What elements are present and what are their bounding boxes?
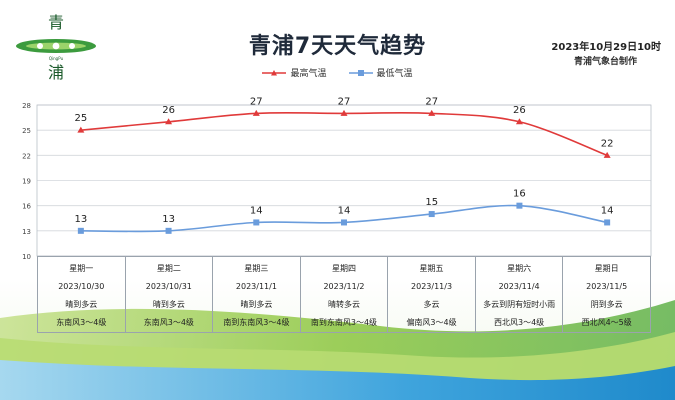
logo-small-text: QingPu [49, 56, 64, 61]
day-date: 2023/10/31 [145, 282, 192, 291]
day-weekday: 星期四 [331, 264, 356, 273]
low-temp-label: 14 [338, 205, 351, 216]
legend-low-label: 最低气温 [376, 69, 413, 79]
low-temp-label: 16 [513, 189, 526, 200]
legend-high-label: 最高气温 [290, 69, 327, 79]
low-temp-point [341, 219, 347, 226]
y-tick-label: 19 [22, 178, 31, 186]
day-date: 2023/11/5 [586, 282, 628, 291]
day-weather: 阴到多云 [590, 300, 623, 309]
day-cell: 星期五 2023/11/3 多云偏南风3～4级 [387, 256, 476, 333]
high-temp-label: 26 [513, 105, 526, 116]
high-temp-label: 26 [162, 105, 175, 116]
high-temp-label: 27 [250, 96, 263, 107]
high-temp-line [80, 111, 608, 157]
high-temp-point [340, 109, 348, 116]
high-temp-label: 27 [425, 96, 438, 107]
legend: 最高气温 最低气温 [0, 66, 675, 79]
day-weather: 晴到多云 [240, 300, 273, 309]
day-wind: 南到东南风3～4级 [223, 318, 290, 327]
day-cell: 星期六 2023/11/4 多云到阴有短时小雨 西北风3～4级 [474, 256, 564, 333]
day-weekday: 星期一 [69, 264, 94, 273]
day-date: 2023/10/30 [58, 282, 105, 291]
chart-title: 青浦7天天气趋势 [248, 34, 427, 59]
logo-char-bottom: 浦 [48, 63, 64, 80]
day-date: 2023/11/4 [498, 282, 540, 291]
day-weekday: 星期六 [507, 264, 532, 273]
day-weekday: 星期日 [594, 264, 619, 273]
day-date: 2023/11/2 [323, 282, 365, 291]
day-date: 2023/11/3 [411, 282, 453, 291]
day-cell: 星期一 2023/10/30 晴到多云东南风3～4级 [37, 256, 126, 333]
legend-item-low: 最低气温 [348, 66, 413, 79]
high-temp-label: 22 [601, 138, 614, 149]
day-weather: 晴到多云 [65, 300, 98, 309]
legend-low-swatch-icon [348, 69, 373, 76]
high-temp-point [165, 118, 173, 125]
daily-forecast-row: 星期一 2023/10/30 晴到多云东南风3～4级 星期二 2023/10/31 晴到… [37, 256, 651, 333]
logo: 青 QingPu 浦 [10, 8, 102, 82]
low-temp-point [604, 219, 611, 226]
low-temp-label: 13 [162, 214, 175, 225]
low-temp-point [77, 227, 84, 234]
low-temp-label: 14 [601, 205, 614, 216]
high-temp-label: 25 [74, 113, 87, 124]
high-temp-label: 27 [338, 96, 351, 107]
high-temp-point [77, 126, 85, 133]
issuer: 青浦气象台制作 [573, 57, 637, 67]
day-weather: 晴转多云 [327, 300, 360, 309]
day-cell: 星期三 2023/11/1 晴到多云南到东南风3～4级 [212, 256, 301, 333]
day-wind: 偏南风3～4级 [406, 318, 457, 327]
day-wind: 东南风3～4级 [56, 318, 107, 327]
low-temp-point [253, 219, 260, 226]
high-temp-point [428, 109, 436, 116]
day-cell: 星期四 2023/11/2 晴转多云南到东南风3～4级 [299, 256, 389, 333]
logo-emblem-icon: 青 QingPu 浦 [16, 13, 96, 82]
day-weather: 晴到多云 [152, 300, 185, 309]
low-temp-label: 15 [425, 197, 438, 208]
legend-high-swatch-icon [262, 69, 287, 75]
day-cell: 星期日 2023/11/5 阴到多云西北风4～5级 [562, 256, 651, 333]
legend-item-high: 最高气温 [262, 66, 327, 79]
daily-forecast-table: 星期一 2023/10/30 晴到多云东南风3～4级 星期二 2023/10/31 晴到… [37, 256, 651, 333]
y-tick-label: 10 [22, 253, 31, 261]
logo-char-top: 青 [48, 13, 64, 32]
y-tick-label: 28 [22, 102, 31, 110]
day-weekday: 星期三 [244, 264, 269, 273]
day-cell: 星期二 2023/10/31 晴到多云东南风3～4级 [124, 256, 214, 333]
high-temp-point [603, 151, 611, 158]
day-date: 2023/11/1 [235, 282, 277, 291]
day-weather: 多云 [423, 300, 440, 309]
y-tick-label: 16 [22, 203, 31, 211]
low-temp-point [428, 211, 435, 218]
day-weekday: 星期二 [156, 264, 181, 273]
high-temp-point [252, 109, 260, 116]
day-wind: 东南风3～4级 [143, 318, 194, 327]
issue-time: 2023年10月29日10时 [551, 42, 661, 53]
day-wind: 南到东南风3～4级 [310, 318, 378, 327]
day-wind: 西北风3～4级 [494, 318, 545, 327]
y-tick-label: 22 [22, 152, 31, 160]
low-temp-label: 13 [74, 214, 87, 225]
low-temp-point [165, 227, 172, 234]
day-wind: 西北风4～5级 [581, 318, 632, 327]
high-temp-point [515, 118, 523, 125]
y-tick-label: 13 [22, 228, 31, 236]
day-weekday: 星期五 [419, 264, 444, 273]
low-temp-point [516, 202, 523, 209]
low-temp-label: 14 [250, 205, 263, 216]
y-tick-label: 25 [22, 127, 31, 135]
day-weather: 多云到阴有短时小雨 [483, 300, 556, 309]
